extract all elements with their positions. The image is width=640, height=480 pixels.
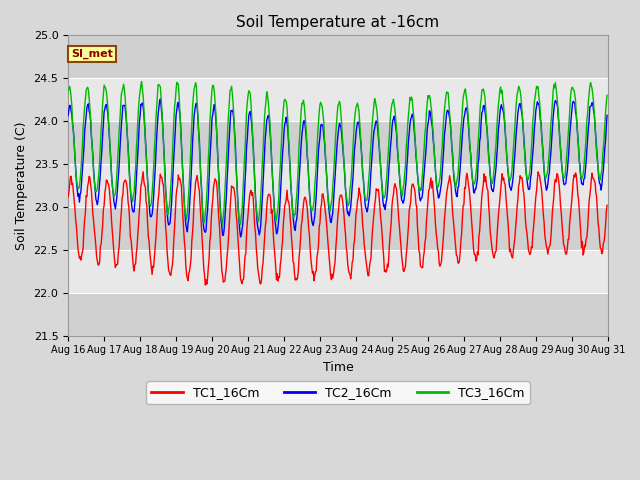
TC2_16Cm: [64, 113, 72, 119]
TC2_16Cm: [237, 234, 244, 240]
TC3_16Cm: [185, 188, 193, 194]
TC3_16Cm: [219, 222, 227, 228]
Bar: [68, 293, 608, 336]
TC1_16Cm: [64, 194, 72, 200]
TC2_16Cm: [157, 96, 164, 102]
TC1_16Cm: [604, 203, 611, 208]
TC2_16Cm: [74, 193, 82, 199]
TC3_16Cm: [214, 145, 221, 151]
Line: TC2_16Cm: TC2_16Cm: [68, 99, 607, 237]
TC1_16Cm: [140, 169, 147, 175]
TC1_16Cm: [185, 270, 193, 276]
Bar: [68, 36, 608, 78]
Text: SI_met: SI_met: [71, 49, 113, 59]
Y-axis label: Soil Temperature (C): Soil Temperature (C): [15, 121, 28, 250]
X-axis label: Time: Time: [323, 361, 353, 374]
TC3_16Cm: [420, 145, 428, 151]
TC2_16Cm: [129, 209, 137, 215]
TC1_16Cm: [202, 282, 209, 288]
TC3_16Cm: [138, 79, 145, 84]
TC3_16Cm: [64, 88, 72, 94]
Bar: [68, 250, 608, 293]
TC2_16Cm: [604, 112, 611, 118]
Bar: [68, 78, 608, 121]
Legend: TC1_16Cm, TC2_16Cm, TC3_16Cm: TC1_16Cm, TC2_16Cm, TC3_16Cm: [147, 382, 530, 405]
TC1_16Cm: [420, 250, 428, 255]
TC3_16Cm: [404, 112, 412, 118]
TC3_16Cm: [604, 93, 611, 98]
TC1_16Cm: [129, 264, 137, 270]
Line: TC3_16Cm: TC3_16Cm: [68, 82, 607, 225]
Line: TC1_16Cm: TC1_16Cm: [68, 172, 607, 285]
TC3_16Cm: [74, 185, 82, 191]
TC1_16Cm: [74, 245, 82, 251]
Title: Soil Temperature at -16cm: Soil Temperature at -16cm: [236, 15, 440, 30]
Bar: [68, 121, 608, 164]
Bar: [68, 207, 608, 250]
TC1_16Cm: [214, 204, 222, 209]
TC2_16Cm: [404, 138, 412, 144]
TC2_16Cm: [420, 169, 428, 175]
TC2_16Cm: [185, 216, 193, 222]
Bar: [68, 164, 608, 207]
TC3_16Cm: [129, 192, 137, 198]
TC1_16Cm: [404, 223, 412, 229]
TC2_16Cm: [214, 142, 221, 148]
